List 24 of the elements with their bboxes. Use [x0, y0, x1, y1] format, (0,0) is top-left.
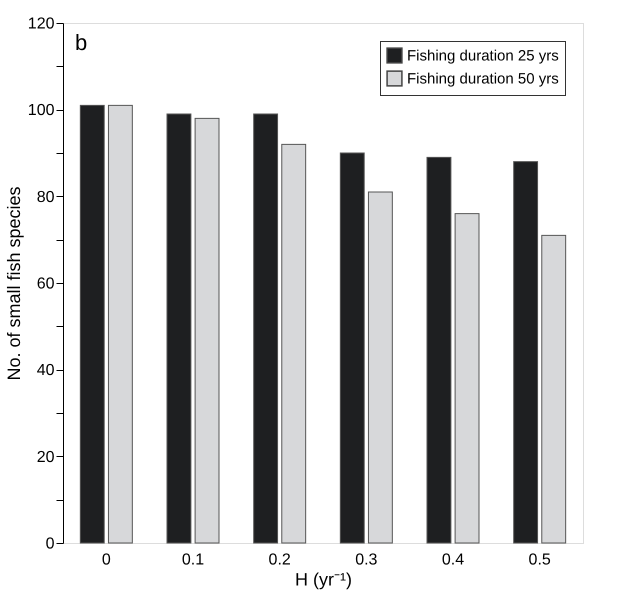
- x-tick-label: 0.1: [182, 552, 204, 568]
- y-tick-label: 0: [46, 536, 55, 552]
- x-tick-label: 0.4: [442, 552, 464, 568]
- bar: [80, 104, 105, 544]
- bar: [253, 114, 278, 544]
- bar: [166, 114, 192, 544]
- bar: [513, 161, 538, 544]
- bar: [426, 156, 452, 544]
- bar: [340, 152, 365, 544]
- x-tick-label: 0.3: [355, 552, 378, 568]
- x-tick-label: 0.5: [528, 552, 551, 568]
- y-tick-label: 120: [28, 16, 55, 32]
- y-tick-label: 20: [36, 448, 55, 466]
- y-tick-label: 100: [28, 102, 55, 120]
- y-tick-label: 40: [36, 362, 55, 380]
- legend-label: Fishing duration 50 yrs: [407, 70, 559, 88]
- legend-label: Fishing duration 25 yrs: [407, 48, 559, 64]
- y-tick-label: 60: [36, 276, 55, 292]
- x-axis-title: H (yr⁻¹): [295, 570, 352, 590]
- annotation: b: [75, 30, 88, 55]
- y-axis-title: No. of small fish species: [4, 186, 24, 381]
- y-tick-label: 80: [36, 188, 55, 206]
- x-tick-label: 0.2: [268, 552, 291, 568]
- x-tick-label: 0: [102, 552, 111, 568]
